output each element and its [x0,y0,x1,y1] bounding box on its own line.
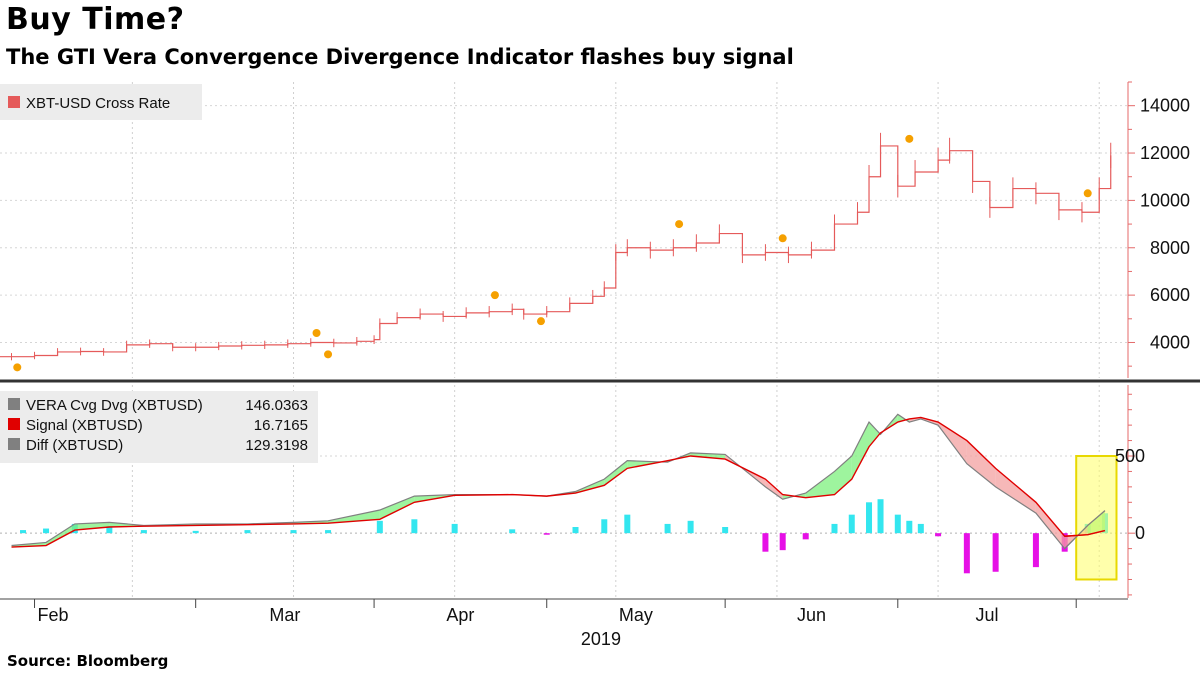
grid-layer [0,82,1128,598]
diff-bar [572,527,579,534]
diff-bar [20,530,27,534]
convergence-band [805,471,835,498]
diff-bar [894,514,901,534]
legend-layer: XBT-USD Cross Rate VERA Cvg Dvg (XBTUSD) 1… [0,84,318,463]
diff-bar [43,528,50,534]
convergence-band [995,468,1036,514]
diff-bar [877,499,884,534]
indicator-legend-swatch [8,438,20,450]
price-tick-label: 6000 [1150,285,1190,305]
source-label: Source: [7,652,72,670]
diff-bar [906,520,913,534]
price-line [0,145,1112,358]
convergence-band [851,422,870,480]
price-tick-label: 8000 [1150,238,1190,258]
convergence-band [765,479,783,500]
x-tick-label: Feb [37,605,68,625]
signal-dot [312,329,321,338]
convergence-band [74,522,110,531]
indicator-panel [11,413,1118,581]
convergence-band [604,460,628,486]
convergence-band [1035,502,1065,549]
indicator-legend-value: 146.0363 [245,397,308,414]
diff-bar [106,526,113,534]
diff-bar [722,527,729,534]
indicator-legend-value: 129.3198 [245,437,308,454]
diff-bar [192,530,199,534]
indicator-legend-swatch [8,398,20,410]
diff-bar [963,533,970,574]
x-tick-label: Jul [975,605,998,625]
chart-title: Buy Time? [6,2,185,37]
signal-line-tail [1064,529,1106,537]
signal-dot [778,234,787,243]
diff-bar [509,529,516,534]
signal-dot [675,220,684,229]
diff-bar [140,530,147,534]
signal-dot [490,291,499,300]
axes-layer: 4000 6000 8000 10000 12000 14000 0 500 Feb Mar Apr… [0,81,1200,649]
source-note: Source: Bloomberg [7,652,168,670]
diff-bar [802,533,809,540]
indicator-legend-label: Signal (XBTUSD) [26,417,143,434]
convergence-band [966,440,996,487]
chart-subtitle: The GTI Vera Convergence Divergence Indi… [6,45,794,69]
diff-bar [848,514,855,534]
x-year-label: 2019 [581,629,621,649]
signal-dot [536,317,545,326]
price-panel [0,132,1112,372]
diff-bar [1032,533,1039,568]
vera-line-tail [1064,510,1106,550]
convergence-band [379,496,415,520]
diff-bar [831,523,838,534]
signal-line [11,416,1106,548]
price-tick-label: 4000 [1150,332,1190,352]
diff-bar [411,519,418,534]
price-legend-box [0,84,202,120]
convergence-band [46,523,75,546]
x-tick-label: Jun [797,605,826,625]
diff-bar [543,533,550,535]
diff-bar [866,502,873,534]
diff-bar [779,533,786,551]
price-tick-label: 14000 [1140,96,1190,116]
price-legend-label: XBT-USD Cross Rate [26,95,170,112]
x-tick-label: Apr [446,605,474,625]
diff-bar [451,523,458,534]
diff-bar [935,533,942,537]
diff-bar [624,514,631,534]
indicator-legend-label: Diff (XBTUSD) [26,437,123,454]
indicator-legend-label: VERA Cvg Dvg (XBTUSD) [26,397,203,414]
vera-line [11,413,1106,550]
convergence-band [869,422,881,447]
x-tick-label: May [619,605,653,625]
diff-bar [762,533,769,552]
indicator-tick-label: 0 [1135,523,1145,543]
diff-bar [664,523,671,534]
indicator-tick-label: 500 [1115,446,1145,466]
diff-bar [376,520,383,534]
diff-bar [601,519,608,534]
source-value: Bloomberg [76,652,169,670]
signal-dot [13,363,22,372]
x-tick-label: Mar [269,605,300,625]
price-tick-label: 10000 [1140,190,1190,210]
convergence-band [834,456,852,495]
indicator-legend-value: 16.7165 [254,417,308,434]
price-tick-label: 12000 [1140,143,1190,163]
diff-bar [244,530,251,534]
diff-bar [687,520,694,534]
signal-dot [324,350,333,359]
diff-bar [992,533,999,572]
signal-dot [1083,189,1092,198]
diff-bar [325,530,332,534]
signal-dot [905,134,914,143]
diff-bar [290,530,297,534]
indicator-legend-swatch [8,418,20,430]
indicator-legend-box [0,391,318,463]
price-legend-swatch [8,96,20,108]
diff-bar [917,523,924,534]
